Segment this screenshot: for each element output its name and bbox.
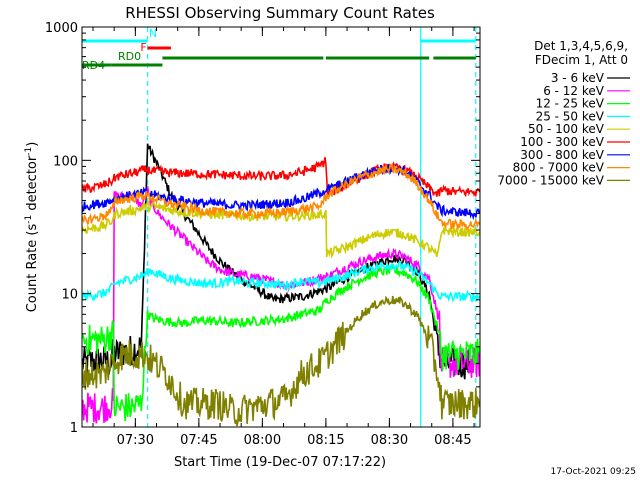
legend-label-1: 6 - 12 keV [543, 84, 605, 98]
x-tick-label-1: 07:45 [180, 433, 217, 448]
legend-label-4: 50 - 100 keV [528, 122, 605, 136]
status-bar-label-1: F [140, 41, 146, 54]
status-bar-label-3: RD4 [82, 59, 105, 72]
y-tick-label-0: 1 [70, 421, 78, 436]
series-line-7 [82, 162, 480, 231]
x-tick-label-3: 08:15 [307, 433, 344, 448]
footer-timestamp: 17-Oct-2021 09:25 [551, 467, 636, 477]
y-tick-label-2: 100 [53, 154, 78, 169]
series-line-5 [82, 157, 480, 199]
legend-label-0: 3 - 6 keV [551, 71, 605, 85]
y-axis-label: Count Rate (s-1 detector-1) [24, 142, 40, 313]
legend-label-5: 100 - 300 keV [520, 135, 604, 149]
y-tick-label-1: 10 [61, 288, 78, 303]
x-tick-label-2: 08:00 [244, 433, 281, 448]
legend-label-3: 25 - 50 keV [536, 109, 605, 123]
y-tick-label-3: 1000 [45, 21, 78, 36]
legend-label-8: 7000 - 15000 keV [497, 173, 604, 187]
x-tick-label-0: 07:30 [117, 433, 154, 448]
legend-header-line-1: Det 1,3,4,5,6,9, [534, 39, 628, 53]
legend-label-7: 800 - 7000 keV [513, 161, 605, 175]
legend-label-2: 12 - 25 keV [536, 97, 605, 111]
legend-label-6: 300 - 800 keV [520, 148, 604, 162]
x-tick-label-5: 08:45 [434, 433, 471, 448]
series-line-8 [82, 295, 480, 427]
legend: Det 1,3,4,5,6,9, FDecim 1, Att 0 3 - 6 k… [497, 39, 630, 187]
x-axis: 07:30 07:45 08:00 08:15 08:30 08:45 [92, 27, 475, 448]
x-tick-label-4: 08:30 [371, 433, 408, 448]
legend-header-line-2: FDecim 1, Att 0 [535, 53, 628, 67]
plot-frame [81, 26, 481, 428]
series-line-2 [82, 263, 480, 422]
series-layer [82, 143, 480, 427]
y-axis: 1 10 100 1000 [45, 21, 480, 436]
x-axis-label: Start Time (19-Dec-07 07:17:22) [174, 455, 386, 470]
status-bar-label-0: N [149, 27, 157, 40]
series-line-0 [82, 143, 480, 380]
status-bar-label-2: RD0 [118, 50, 141, 63]
series-line-3 [82, 260, 480, 303]
chart-title: RHESSI Observing Summary Count Rates [125, 4, 435, 22]
